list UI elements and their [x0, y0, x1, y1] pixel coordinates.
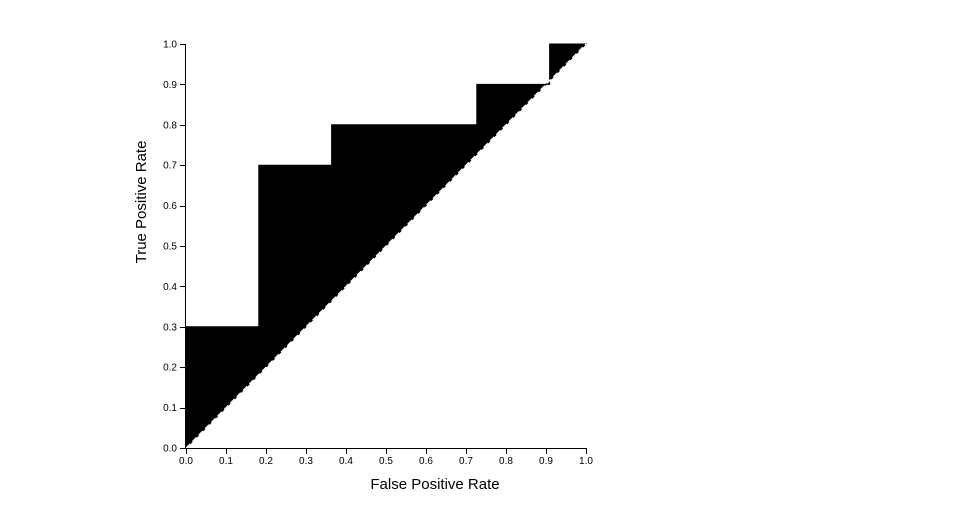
x-tick-label: 1.0	[579, 456, 593, 467]
x-tick-label: 0.1	[219, 456, 233, 467]
x-tick-label: 0.4	[339, 456, 353, 467]
baseline-diagonal	[185, 43, 587, 449]
y-tick-label: 0.9	[163, 80, 177, 91]
x-tick-label: 0.7	[459, 456, 473, 467]
y-tick-label: 0.2	[163, 363, 177, 374]
y-tick-label: 1.0	[163, 40, 177, 51]
y-tick-label: 0.3	[163, 322, 177, 333]
y-tick-label: 0.0	[163, 444, 177, 455]
x-tick-label: 0.8	[499, 456, 513, 467]
x-axis: 0.0 0.1 0.2 0.3 0.4 0.5 0.6 0.7 0.8 0.9 1.0	[179, 448, 593, 467]
x-axis-title: False Positive Rate	[370, 476, 499, 493]
y-axis: 0.0 0.1 0.2 0.3 0.4 0.5 0.6 0.7 0.8 0.9 1.0	[163, 40, 186, 455]
y-tick-label: 0.6	[163, 201, 177, 212]
y-tick-label: 0.1	[163, 403, 177, 414]
y-tick-label: 0.4	[163, 282, 177, 293]
x-tick-label: 0.6	[419, 456, 433, 467]
y-axis-title: True Positive Rate	[133, 141, 150, 264]
x-tick-label: 0.3	[299, 456, 313, 467]
x-tick-label: 0.0	[179, 456, 193, 467]
y-tick-label: 0.5	[163, 242, 177, 253]
x-tick-label: 0.2	[259, 456, 273, 467]
x-tick-label: 0.5	[379, 456, 393, 467]
y-tick-label: 0.8	[163, 120, 177, 131]
y-tick-label: 0.7	[163, 161, 177, 172]
x-tick-label: 0.9	[539, 456, 553, 467]
